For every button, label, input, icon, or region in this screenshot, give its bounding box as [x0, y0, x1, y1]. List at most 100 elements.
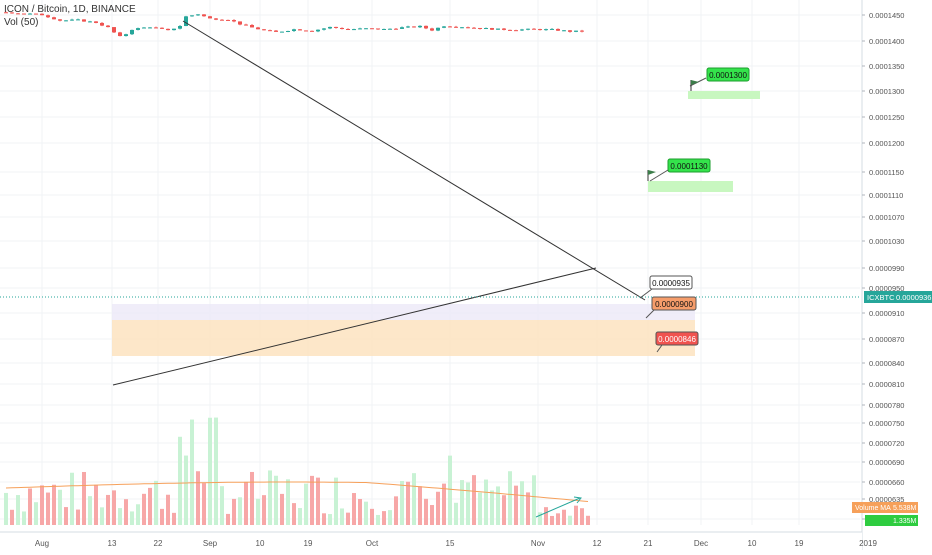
- volume-bar: [490, 490, 494, 525]
- candle-body: [334, 26, 338, 28]
- volume-bar: [172, 512, 176, 525]
- volume-bar: [106, 494, 110, 525]
- candle: [196, 14, 200, 16]
- candle: [292, 28, 296, 32]
- target-2-label-box: [667, 158, 711, 173]
- price-tick-label: 0.0000910: [869, 309, 904, 318]
- candle: [466, 26, 470, 29]
- volume-bar: [466, 482, 470, 525]
- price-tick-label: 0.0000750: [869, 419, 904, 428]
- support-1-label: 0.0000900: [651, 296, 697, 311]
- candle: [436, 27, 440, 32]
- candle: [328, 26, 332, 30]
- volume-bar: [34, 502, 38, 525]
- candle-body: [466, 27, 470, 29]
- current-price-symbol: ICXBTC: [867, 293, 895, 302]
- candle: [298, 28, 302, 31]
- candle-body: [136, 28, 140, 30]
- time-tick-label: 13: [108, 539, 117, 548]
- time-axis-bg: [0, 532, 862, 550]
- time-tick-label: 12: [593, 539, 602, 548]
- candle: [202, 14, 206, 17]
- candle-body: [160, 27, 164, 29]
- volume-bar: [346, 512, 350, 525]
- current-price-value: 0.0000936: [896, 293, 931, 302]
- volume-bar: [190, 419, 194, 525]
- price-tick-label: 0.0001350: [869, 62, 904, 71]
- candle-body: [118, 32, 122, 37]
- candle-body: [382, 28, 386, 30]
- candle: [214, 17, 218, 21]
- support-2-label: 0.0000846: [655, 331, 699, 346]
- volume-bar: [550, 515, 554, 525]
- price-tick-label: 0.0000990: [869, 264, 904, 273]
- candle-body: [106, 25, 110, 28]
- volume-ma-value: 5.538M: [893, 505, 917, 512]
- volume-bar: [238, 497, 242, 525]
- candle: [442, 26, 446, 29]
- volume-bar: [472, 475, 476, 525]
- candle: [58, 19, 62, 22]
- volume-bar: [4, 492, 8, 525]
- volume-bar: [268, 470, 272, 525]
- support-2-label-text: 0.0000846: [658, 335, 696, 344]
- candle: [502, 28, 506, 31]
- price-tick-label: 0.0000950: [869, 284, 904, 293]
- volume-bar: [22, 511, 26, 525]
- candle-body: [214, 18, 218, 20]
- candle-body: [496, 28, 500, 30]
- candle: [490, 27, 494, 31]
- candle: [16, 13, 20, 15]
- volume-bar: [76, 509, 80, 525]
- volume-bar: [166, 494, 170, 525]
- volume-bar: [298, 508, 302, 525]
- candle-body: [538, 29, 542, 31]
- volume-bar: [304, 483, 308, 525]
- support-1-label-text: 0.0000900: [655, 300, 693, 309]
- price-tick-label: 0.0000810: [869, 380, 904, 389]
- candle: [412, 26, 416, 28]
- candle-body: [166, 28, 170, 31]
- candle: [484, 27, 488, 30]
- candle-body: [64, 20, 68, 22]
- candle: [370, 28, 374, 30]
- volume-bar: [58, 489, 62, 525]
- candle: [70, 18, 74, 21]
- volume-bar: [412, 473, 416, 525]
- candle: [322, 27, 326, 31]
- candle: [262, 28, 266, 31]
- candle: [394, 28, 398, 30]
- time-tick-label: 19: [795, 539, 804, 548]
- candle-body: [490, 28, 494, 30]
- volume-bar: [418, 486, 422, 525]
- candle: [316, 29, 320, 33]
- candle: [40, 13, 44, 16]
- volume-bar: [214, 417, 218, 525]
- volume-bar: [82, 471, 86, 525]
- candle-body: [268, 30, 272, 32]
- candle-body: [124, 34, 128, 37]
- candle-body: [430, 28, 434, 31]
- volume-bar: [424, 498, 428, 525]
- candle-body: [28, 13, 32, 15]
- volume-bar: [100, 507, 104, 525]
- candle: [148, 27, 152, 29]
- candle: [580, 29, 584, 33]
- volume-bar: [460, 480, 464, 525]
- volume-bar: [88, 496, 92, 525]
- time-tick-label: 10: [748, 539, 757, 548]
- candle-body: [550, 28, 554, 30]
- candle: [406, 25, 410, 29]
- volume-bar: [292, 503, 296, 525]
- candle-body: [304, 30, 308, 32]
- chart-legend: ICON / Bitcoin, 1D, BINANCE Vol (50): [4, 3, 136, 29]
- candle-body: [472, 27, 476, 29]
- volume-bar: [52, 484, 56, 525]
- volume-ma-line: [5, 481, 589, 502]
- candle-body: [112, 27, 116, 33]
- price-tick-label: 0.0001070: [869, 213, 904, 222]
- candle-body: [238, 21, 242, 25]
- candle-body: [370, 28, 374, 30]
- volume-bar: [580, 508, 584, 525]
